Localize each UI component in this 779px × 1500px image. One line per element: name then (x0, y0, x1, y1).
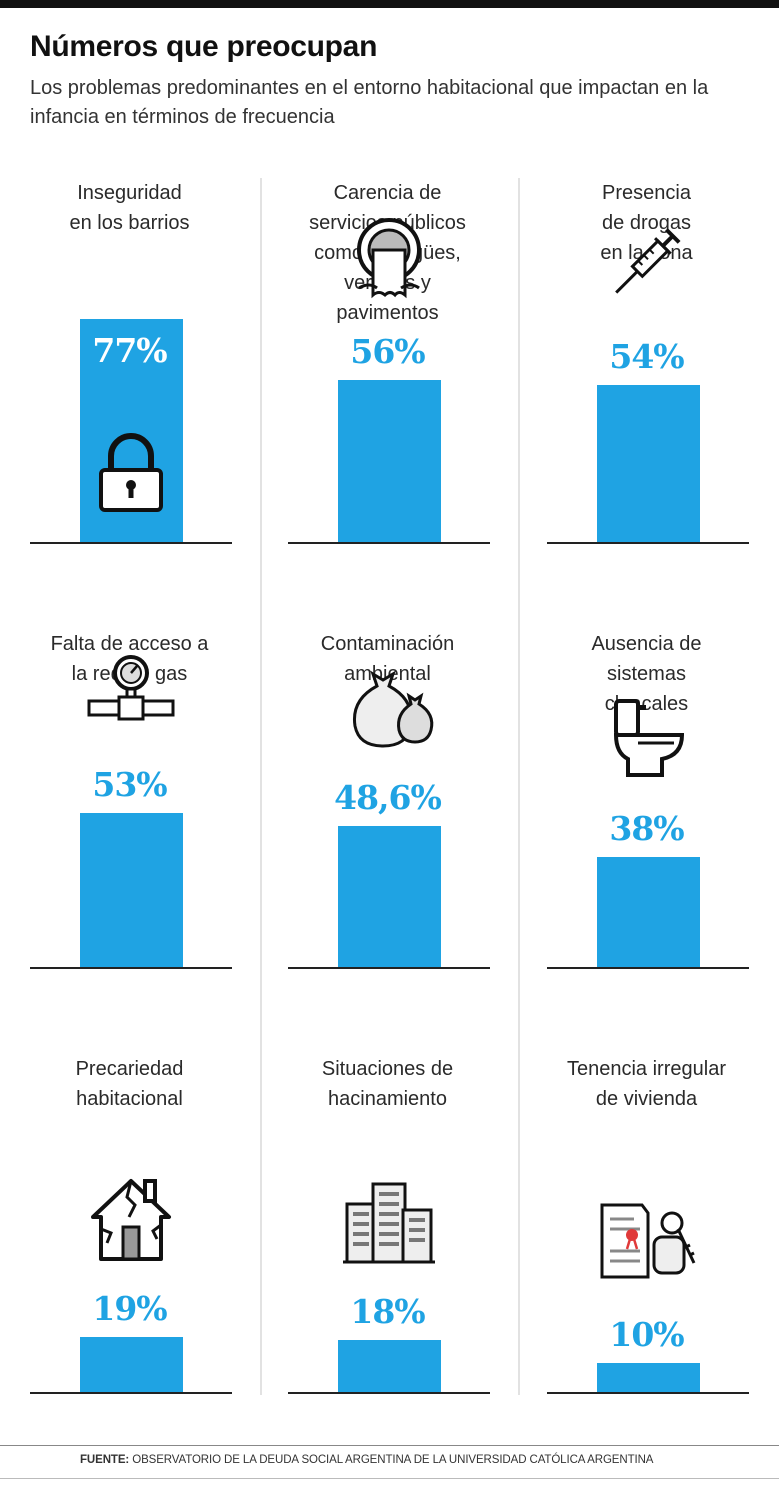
toilet-icon (598, 687, 698, 787)
chart-cell: Contaminación ambiental 48,6% (258, 629, 517, 1054)
chart-cell: Precariedad habitacional 19% (0, 1054, 259, 1479)
page-subtitle: Los problemas predominantes en el entorn… (30, 77, 709, 128)
chart-cell: Tenencia irregular de vivienda 10% (517, 1054, 776, 1479)
value-label: 19% (92, 1288, 167, 1328)
cracked-house-icon (81, 1167, 181, 1267)
footer-rule (0, 1445, 779, 1446)
baseline (30, 1392, 232, 1394)
baseline (30, 542, 232, 544)
bar (80, 813, 183, 967)
chart-cell: Situaciones de hacinamiento 18% (258, 1054, 517, 1479)
source-footer: FUENTE: OBSERVATORIO DE LA DEUDA SOCIAL … (80, 1454, 653, 1466)
category-label: Situaciones de hacinamiento (321, 1058, 454, 1110)
footer-bottom-rule (0, 1478, 779, 1479)
baseline (288, 967, 490, 969)
value-label: 77% (92, 330, 167, 370)
column-divider (518, 178, 520, 1395)
chart-cell: Ausencia de sistemas cloacales 38% (517, 629, 776, 1054)
category-label: Precariedad habitacional (75, 1058, 184, 1110)
chart-cell: Carencia de servicios públicos como desa… (258, 178, 517, 603)
gas-meter-icon (81, 643, 181, 743)
buildings-icon (339, 1170, 439, 1270)
category-label: Inseguridad en los barrios (69, 182, 190, 234)
bar (338, 826, 441, 967)
value-label: 48,6% (334, 778, 442, 818)
baseline (288, 542, 490, 544)
garbage-bags-icon (339, 656, 439, 756)
baseline (30, 967, 232, 969)
value-label: 18% (350, 1291, 425, 1331)
baseline (288, 1392, 490, 1394)
value-label: 38% (609, 808, 684, 848)
page-title: Números que preocupan (30, 30, 378, 63)
value-label: 56% (350, 331, 425, 371)
bar (597, 1363, 700, 1392)
baseline (547, 967, 749, 969)
top-rule (0, 0, 779, 8)
category-label: Contaminación ambiental (320, 633, 455, 685)
bar (597, 856, 700, 967)
value-label: 53% (92, 765, 167, 805)
baseline (547, 542, 749, 544)
deed-and-keys-icon (598, 1193, 698, 1293)
chart-cell: Inseguridad en los barrios 77% (0, 178, 259, 603)
bar (338, 379, 441, 542)
source-label: FUENTE: (80, 1454, 130, 1466)
value-label: 10% (609, 1315, 684, 1354)
bar (80, 1336, 183, 1392)
padlock-icon (81, 422, 181, 522)
category-label: Ausencia de sistemas cloacales (591, 633, 702, 715)
chart-cell: Presencia de drogas en la zona 54% (517, 178, 776, 603)
bar (338, 1339, 441, 1392)
value-label: 54% (609, 337, 684, 377)
column-divider (260, 178, 262, 1395)
category-label: Tenencia irregular de vivienda (567, 1058, 726, 1110)
syringe-icon (598, 215, 698, 315)
bar (597, 385, 700, 542)
source-text: OBSERVATORIO DE LA DEUDA SOCIAL ARGENTIN… (129, 1454, 654, 1466)
sewer-pipe-icon (339, 210, 439, 310)
baseline (547, 1392, 749, 1394)
